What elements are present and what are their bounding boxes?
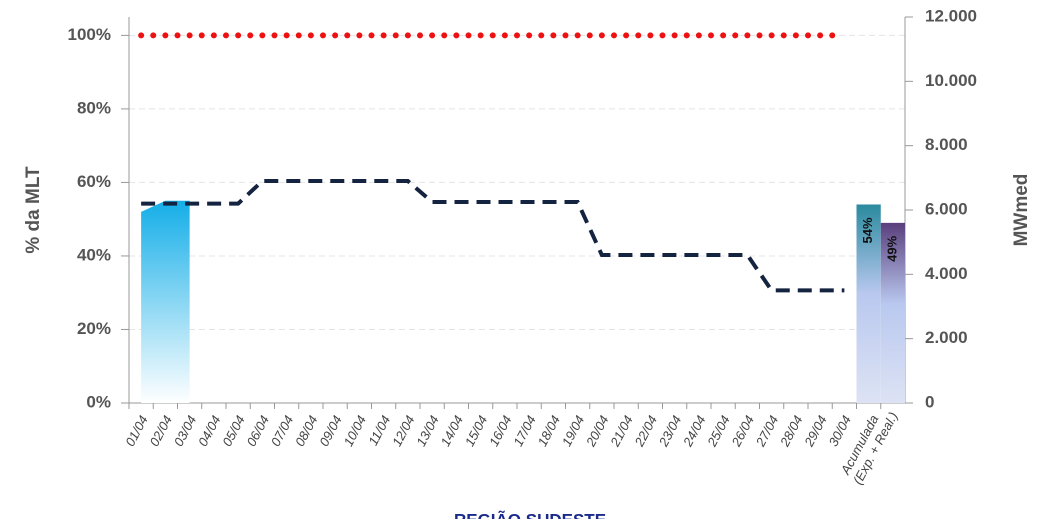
y2-tick-label: 10.000: [925, 71, 977, 90]
x-tick-label: Acumulada (Exp. + Real.): [837, 402, 902, 487]
y-tick-label: 60%: [77, 172, 111, 191]
x-tick-label: 04/04: [195, 413, 224, 449]
y-tick-label: 40%: [77, 245, 111, 264]
x-tick-label: 01/04: [122, 413, 151, 449]
x-tick-label: 03/04: [171, 413, 200, 449]
y2-axis-label: MWmed: [1011, 174, 1032, 247]
x-tick-label: 20/04: [583, 413, 612, 450]
x-tick-label: 02/04: [147, 413, 176, 449]
line: [141, 179, 845, 293]
x-tick-label: 30/04: [826, 413, 855, 449]
x-tick-label: 07/04: [268, 413, 297, 449]
x-tick-label: 27/04: [752, 413, 781, 450]
area: [141, 200, 190, 403]
x-tick-label: 15/04: [462, 413, 491, 449]
x-tick-label: 10/04: [341, 413, 370, 449]
y-tick-label: 0%: [86, 392, 111, 411]
y2-tick-label: 0: [925, 392, 934, 411]
bar: [880, 222, 905, 403]
x-tick-label: 24/04: [680, 413, 709, 450]
y-tick-label: 100%: [68, 25, 111, 44]
x-tick-label: 18/04: [535, 413, 564, 449]
y2-tick-label: 8.000: [925, 135, 968, 154]
x-tick-label: 23/04: [655, 413, 684, 450]
chart-title: REGIÃO SUDESTE: [454, 509, 606, 519]
x-tick-label: 13/04: [413, 413, 442, 449]
y2-tick-label: 2.000: [925, 328, 968, 347]
x-tick-label: 22/04: [631, 413, 660, 450]
y2-tick-label: 6.000: [925, 199, 968, 218]
value-label: 49%: [884, 235, 899, 261]
x-tick-label: 06/04: [244, 413, 273, 449]
x-tick-label: 26/04: [728, 413, 757, 450]
y2-tick-label: 12.000: [925, 6, 977, 25]
x-tick-label: 28/04: [777, 413, 806, 450]
bar: [856, 204, 881, 403]
x-tick-label: 09/04: [316, 413, 345, 449]
x-tick-label: 16/04: [486, 413, 515, 449]
x-tick-label: 21/04: [607, 413, 636, 450]
y2-tick-label: 4.000: [925, 264, 968, 283]
value-label: 54%: [860, 217, 875, 243]
x-tick-label: 29/04: [801, 413, 830, 450]
x-tick-label: 14/04: [438, 413, 467, 449]
y-tick-label: 80%: [77, 98, 111, 117]
x-tick-label: 25/04: [704, 413, 733, 450]
x-tick-label: 08/04: [292, 413, 321, 449]
x-tick-label: 17/04: [510, 413, 539, 449]
x-tick-label: 12/04: [389, 413, 418, 449]
x-tick-label: 05/04: [219, 413, 248, 449]
y-tick-label: 20%: [77, 319, 111, 338]
y-axis-label: % da MLT: [23, 166, 44, 254]
x-tick-label: 19/04: [559, 413, 588, 449]
